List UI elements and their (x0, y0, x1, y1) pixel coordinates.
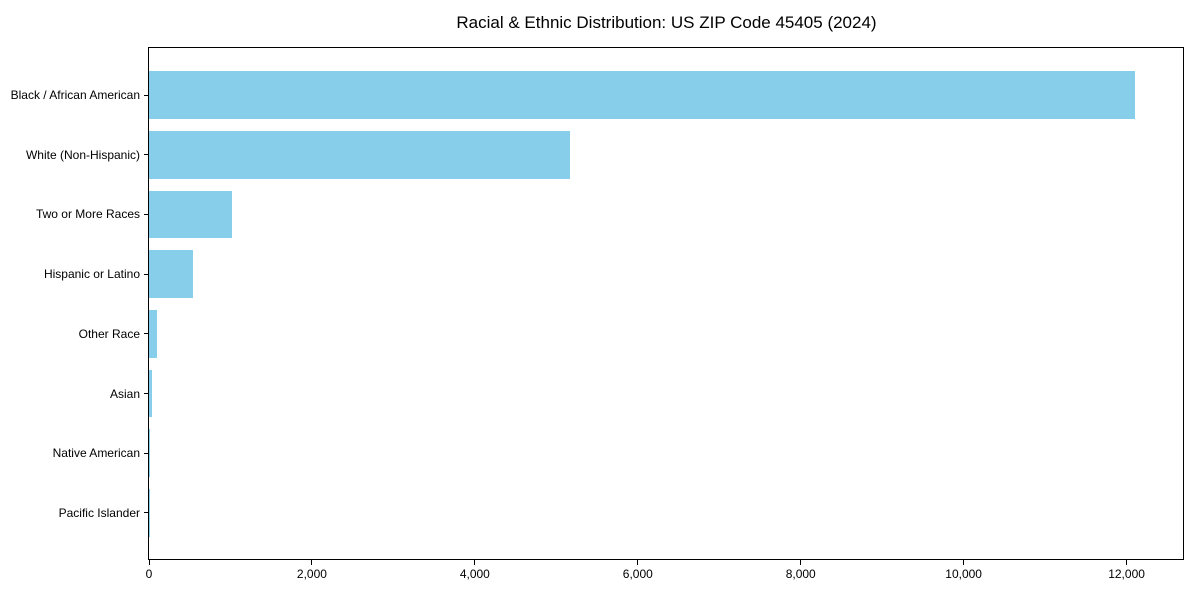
y-tick-mark (144, 154, 149, 156)
x-tick-label: 0 (145, 567, 153, 581)
x-tick-mark (148, 560, 150, 565)
chart-title: Racial & Ethnic Distribution: US ZIP Cod… (456, 13, 877, 32)
bar-hispanic-or-latino (149, 250, 193, 299)
x-tick-label: 6,000 (622, 567, 653, 581)
bar-two-or-more-races (149, 190, 233, 239)
x-tick-mark (800, 560, 802, 565)
x-tick-mark (637, 560, 639, 565)
bar-other-race (149, 309, 157, 358)
x-tick-label: 8,000 (785, 567, 816, 581)
y-tick-mark (144, 512, 149, 514)
y-tick-label: White (Non-Hispanic) (25, 147, 140, 162)
bar-asian (149, 369, 152, 418)
y-tick-label: Asian (109, 386, 140, 401)
y-tick-mark (144, 94, 149, 96)
y-tick-label: Black / African American (10, 88, 140, 103)
bar-white-non-hispanic (149, 130, 571, 179)
x-tick-mark (963, 560, 965, 565)
x-tick-label: 2,000 (296, 567, 327, 581)
x-tick-label: 4,000 (459, 567, 490, 581)
bar-black-african-american (149, 71, 1135, 119)
y-tick-mark (144, 333, 149, 335)
y-tick-label: Hispanic or Latino (43, 267, 140, 282)
y-tick-mark (144, 452, 149, 454)
y-tick-label: Pacific Islander (58, 505, 140, 520)
bar-native-american (149, 429, 150, 478)
y-tick-label: Two or More Races (35, 207, 140, 222)
plot-area (148, 47, 1184, 560)
y-tick-label: Native American (52, 446, 140, 461)
x-tick-label: 12,000 (1108, 567, 1145, 581)
x-tick-label: 10,000 (945, 567, 982, 581)
y-tick-mark (144, 393, 149, 394)
y-tick-mark (144, 213, 149, 215)
x-tick-mark (311, 560, 313, 565)
y-tick-mark (144, 273, 149, 275)
x-tick-mark (474, 560, 476, 565)
x-tick-mark (1126, 560, 1128, 565)
y-tick-label: Other Race (78, 326, 140, 341)
